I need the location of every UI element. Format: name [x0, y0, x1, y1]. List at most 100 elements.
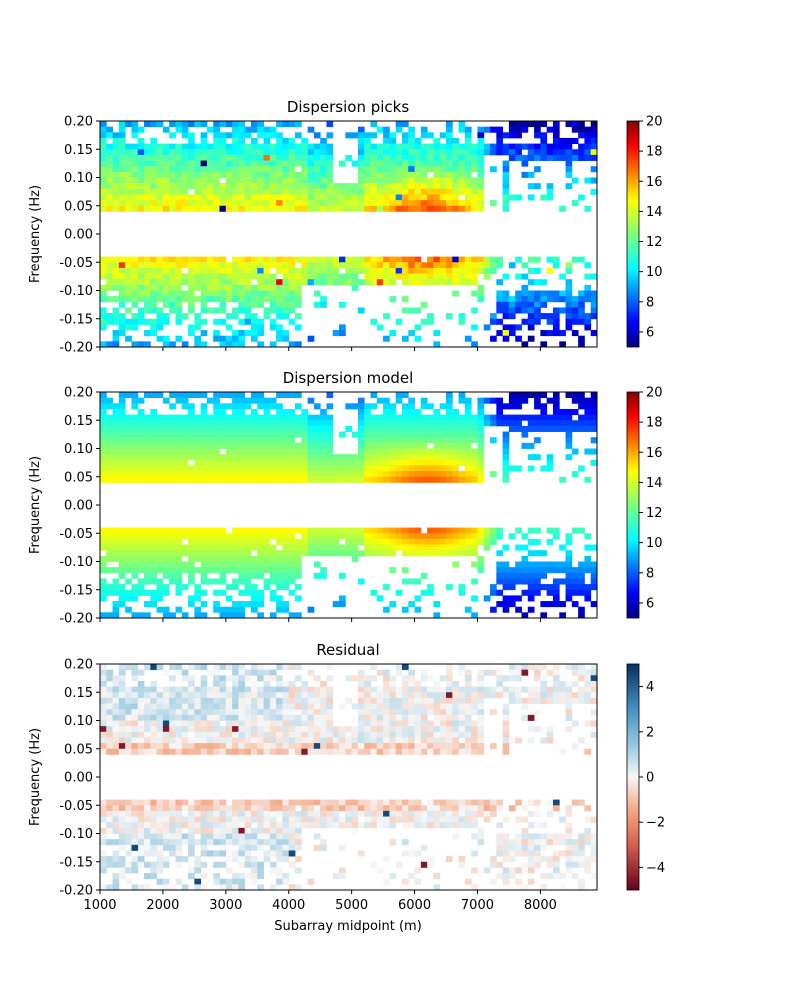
- heatmap-cell: [276, 324, 283, 331]
- heatmap-cell: [276, 177, 283, 184]
- heatmap-cell: [213, 205, 220, 212]
- heatmap-cell: [339, 262, 346, 269]
- heatmap-cell: [150, 420, 158, 427]
- heatmap-cell: [376, 743, 384, 750]
- heatmap-cell: [225, 884, 233, 891]
- heatmap-cell: [131, 267, 139, 274]
- heatmap-cell: [232, 171, 239, 178]
- heatmap-cell: [420, 465, 428, 472]
- heatmap-cell: [364, 437, 371, 444]
- heatmap-cell: [232, 397, 239, 404]
- heatmap-cell: [181, 544, 189, 551]
- heatmap-cell: [452, 748, 459, 755]
- heatmap-cell: [420, 171, 428, 178]
- heatmap-cell: [238, 538, 246, 545]
- heatmap-cell: [578, 290, 585, 297]
- heatmap-cell: [118, 476, 126, 483]
- heatmap-cell: [276, 805, 283, 812]
- heatmap-cell: [590, 154, 598, 161]
- heatmap-cell: [137, 538, 145, 545]
- heatmap-cell: [100, 448, 107, 455]
- heatmap-cell: [376, 431, 384, 438]
- heatmap-cell: [194, 143, 202, 150]
- heatmap-cell: [508, 126, 516, 133]
- heatmap-cell: [326, 686, 334, 693]
- heatmap-cell: [389, 601, 397, 608]
- heatmap-cell: [389, 273, 397, 280]
- heatmap-cell: [458, 550, 466, 557]
- heatmap-cell: [515, 799, 522, 806]
- heatmap-cell: [118, 709, 126, 716]
- heatmap-cell: [150, 284, 158, 291]
- heatmap-cell: [112, 827, 120, 834]
- heatmap-cell: [565, 160, 573, 167]
- heatmap-cell: [383, 703, 390, 710]
- heatmap-cell: [339, 431, 346, 438]
- heatmap-cell: [383, 669, 390, 676]
- heatmap-cell: [483, 149, 491, 156]
- heatmap-cell: [232, 177, 239, 184]
- heatmap-cell: [131, 160, 139, 167]
- heatmap-cell: [339, 544, 346, 551]
- heatmap-cell: [100, 397, 107, 404]
- heatmap-cell: [244, 307, 252, 314]
- heatmap-cell: [534, 561, 541, 568]
- heatmap-cell: [150, 844, 158, 851]
- heatmap-cell: [232, 731, 239, 738]
- heatmap-cell: [219, 335, 227, 342]
- heatmap-cell: [137, 143, 145, 150]
- heatmap-cell: [156, 431, 164, 438]
- heatmap-cell: [408, 709, 415, 716]
- heatmap-cell: [508, 850, 516, 857]
- heatmap-cell: [263, 459, 271, 466]
- heatmap-cell: [219, 884, 227, 891]
- heatmap-cell: [162, 709, 170, 716]
- heatmap-cell: [464, 194, 472, 201]
- heatmap-cell: [383, 606, 390, 613]
- heatmap-cell: [188, 143, 195, 150]
- heatmap-cell: [276, 664, 283, 671]
- heatmap-cell: [100, 578, 107, 585]
- heatmap-cell: [326, 664, 334, 671]
- heatmap-cell: [357, 737, 365, 744]
- heatmap-cell: [471, 833, 478, 840]
- heatmap-cell: [225, 121, 233, 128]
- heatmap-cell: [175, 567, 183, 574]
- heatmap-cell: [301, 550, 309, 557]
- heatmap-cell: [307, 448, 315, 455]
- heatmap-cell: [244, 873, 252, 880]
- heatmap-cell: [125, 205, 132, 212]
- heatmap-cell: [471, 459, 478, 466]
- heatmap-cell: [395, 533, 403, 540]
- heatmap-cell: [250, 284, 258, 291]
- heatmap-cell: [162, 205, 170, 212]
- heatmap-cell: [552, 425, 560, 432]
- heatmap-cell: [364, 743, 371, 750]
- heatmap-cell: [194, 414, 202, 421]
- heatmap-cell: [144, 177, 151, 184]
- heatmap-cell: [408, 267, 415, 274]
- heatmap-cell: [326, 692, 334, 699]
- heatmap-cell: [433, 267, 441, 274]
- heatmap-cell: [188, 810, 195, 817]
- heatmap-cell: [527, 737, 535, 744]
- heatmap-cell: [213, 686, 220, 693]
- heatmap-cell: [106, 341, 113, 348]
- heatmap-cell: [307, 731, 315, 738]
- heatmap-cell: [175, 743, 183, 750]
- heatmap-cell: [515, 296, 522, 303]
- heatmap-cell: [100, 538, 107, 545]
- heatmap-cell: [521, 861, 529, 868]
- heatmap-cell: [169, 697, 176, 704]
- heatmap-cell: [490, 420, 497, 427]
- heatmap-cell: [150, 873, 158, 880]
- heatmap-cell: [502, 149, 510, 156]
- heatmap-cell: [257, 149, 264, 156]
- heatmap-cell: [458, 143, 466, 150]
- heatmap-cell: [276, 431, 283, 438]
- heatmap-cell: [496, 397, 504, 404]
- heatmap-cell: [112, 720, 120, 727]
- heatmap-cell: [100, 686, 107, 693]
- heatmap-cell: [408, 850, 415, 857]
- heatmap-cell: [156, 392, 164, 399]
